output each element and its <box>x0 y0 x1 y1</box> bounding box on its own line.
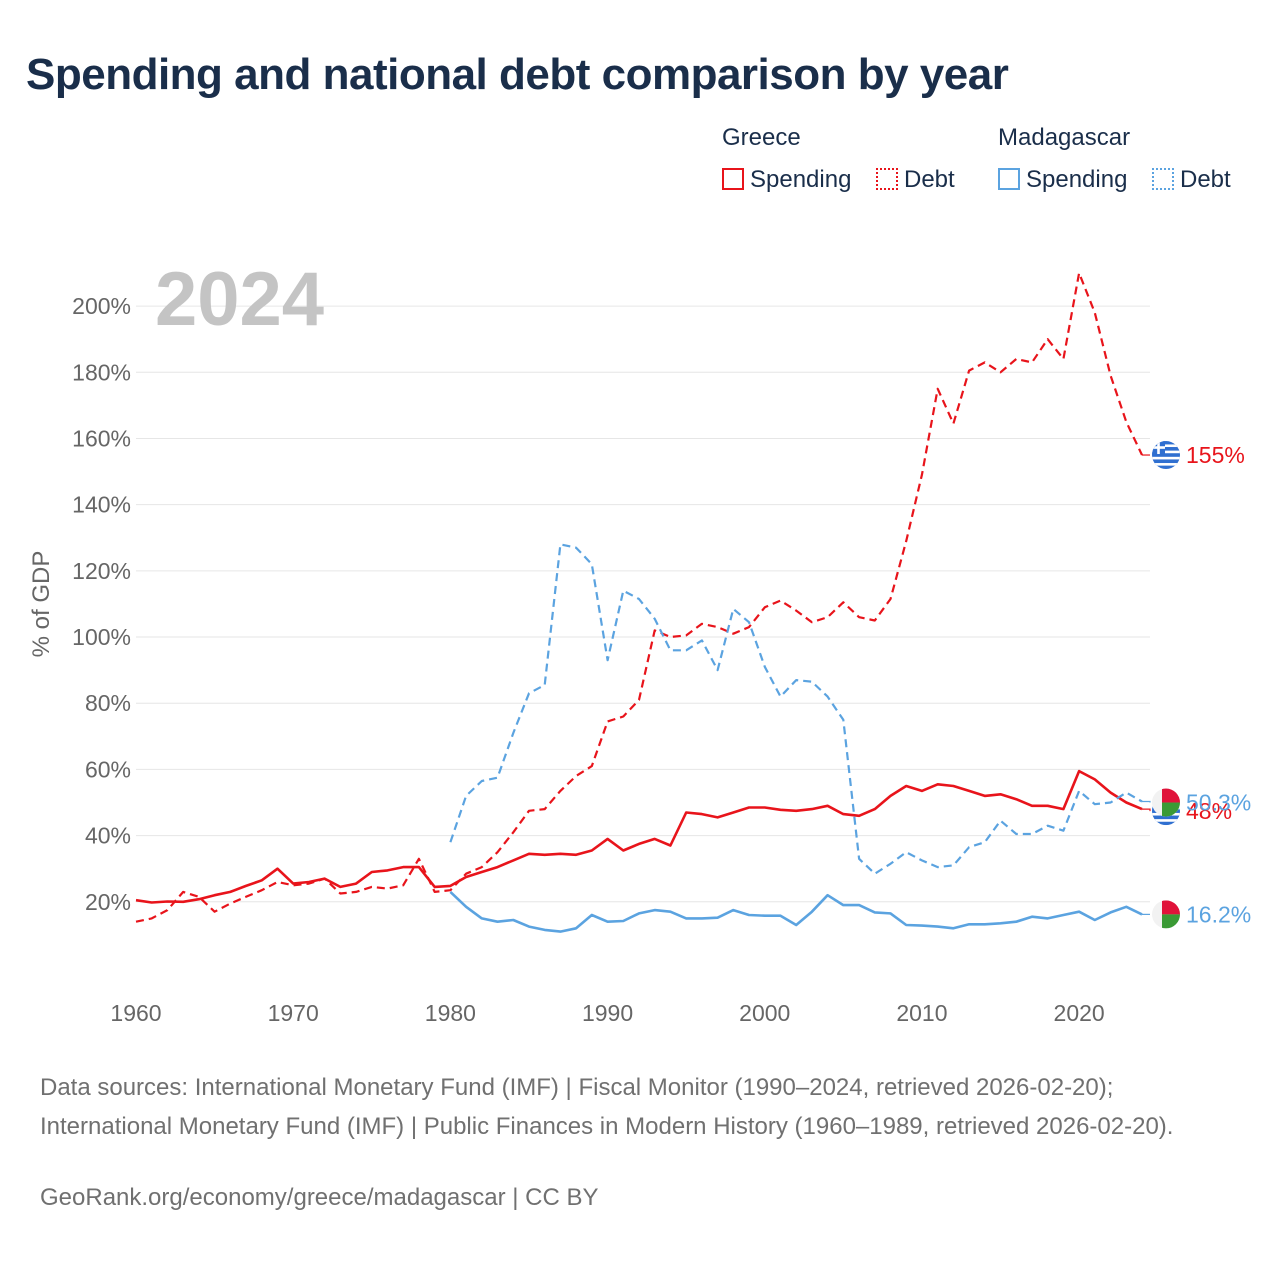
legend-group-madagascar: Madagascar <box>998 124 1131 151</box>
legend-label: Spending <box>750 166 852 193</box>
madagascar-flag-icon <box>1152 900 1180 929</box>
x-tick-label: 1980 <box>425 1000 476 1026</box>
chart-title: Spending and national debt comparison by… <box>26 50 1009 99</box>
y-tick-label: 60% <box>85 756 131 782</box>
series-line-greece-debt[interactable] <box>135 271 1143 923</box>
series-line-madagascar-spending[interactable] <box>449 890 1143 933</box>
x-tick-label: 1960 <box>110 1000 161 1026</box>
line-chart: 2024 20% 40% 60% 80% 100% 120% 140% 160% 180% 200… <box>28 257 1251 1026</box>
legend-swatch-dotted-blue <box>1152 168 1174 190</box>
x-tick-label: 2000 <box>739 1000 790 1026</box>
legend-label: Debt <box>904 166 955 193</box>
legend-swatch-dotted-red <box>876 168 898 190</box>
y-tick-label: 140% <box>72 492 131 518</box>
legend-item-madagascar-debt[interactable]: Debt <box>1152 166 1231 194</box>
y-tick-label: 20% <box>85 889 131 915</box>
end-value-label: 50.3% <box>1186 790 1251 816</box>
end-connector <box>1142 808 1151 812</box>
end-connector <box>1142 800 1151 803</box>
end-value-label: 48% <box>1186 798 1232 824</box>
legend-swatch-solid-blue <box>998 168 1020 190</box>
end-labels: 48% 155% 16.2% 50.3% <box>1142 441 1251 929</box>
legend-item-greece-spending[interactable]: Spending <box>722 166 851 194</box>
y-tick-label: 100% <box>72 624 131 650</box>
data-sources: Data sources: International Monetary Fun… <box>40 1074 1174 1140</box>
legend-group-greece: Greece <box>722 124 801 151</box>
end-value-label: 155% <box>1186 442 1245 468</box>
y-tick-label: 80% <box>85 690 131 716</box>
y-tick-label: 40% <box>85 823 131 849</box>
legend-label: Spending <box>1026 166 1128 193</box>
credit-link[interactable]: GeoRank.org/economy/greece/madagascar | … <box>40 1184 599 1211</box>
series-line-madagascar-debt[interactable] <box>449 543 1143 875</box>
x-axis: 1960 1970 1980 1990 2000 2010 2020 <box>110 1000 1104 1026</box>
greece-flag-icon <box>1152 441 1180 470</box>
y-tick-label: 180% <box>72 359 131 385</box>
y-tick-label: 120% <box>72 558 131 584</box>
x-tick-label: 1970 <box>268 1000 319 1026</box>
legend-item-greece-debt[interactable]: Debt <box>876 166 955 194</box>
x-tick-label: 2010 <box>896 1000 947 1026</box>
y-tick-label: 160% <box>72 425 131 451</box>
legend-label: Debt <box>1180 166 1231 193</box>
series-lines <box>135 271 1143 933</box>
end-value-label: 16.2% <box>1186 901 1251 927</box>
series-line-greece-spending[interactable] <box>135 769 1143 904</box>
year-label: 2024 <box>155 257 324 342</box>
gridlines <box>136 305 1150 903</box>
y-axis-label: % of GDP <box>28 551 55 658</box>
legend-swatch-solid-red <box>722 168 744 190</box>
y-axis: 20% 40% 60% 80% 100% 120% 140% 160% 180% 200% <box>72 293 131 915</box>
madagascar-flag-icon <box>1152 788 1180 817</box>
y-tick-label: 200% <box>72 293 131 319</box>
x-tick-label: 1990 <box>582 1000 633 1026</box>
legend-item-madagascar-spending[interactable]: Spending <box>998 166 1127 194</box>
x-tick-label: 2020 <box>1054 1000 1105 1026</box>
